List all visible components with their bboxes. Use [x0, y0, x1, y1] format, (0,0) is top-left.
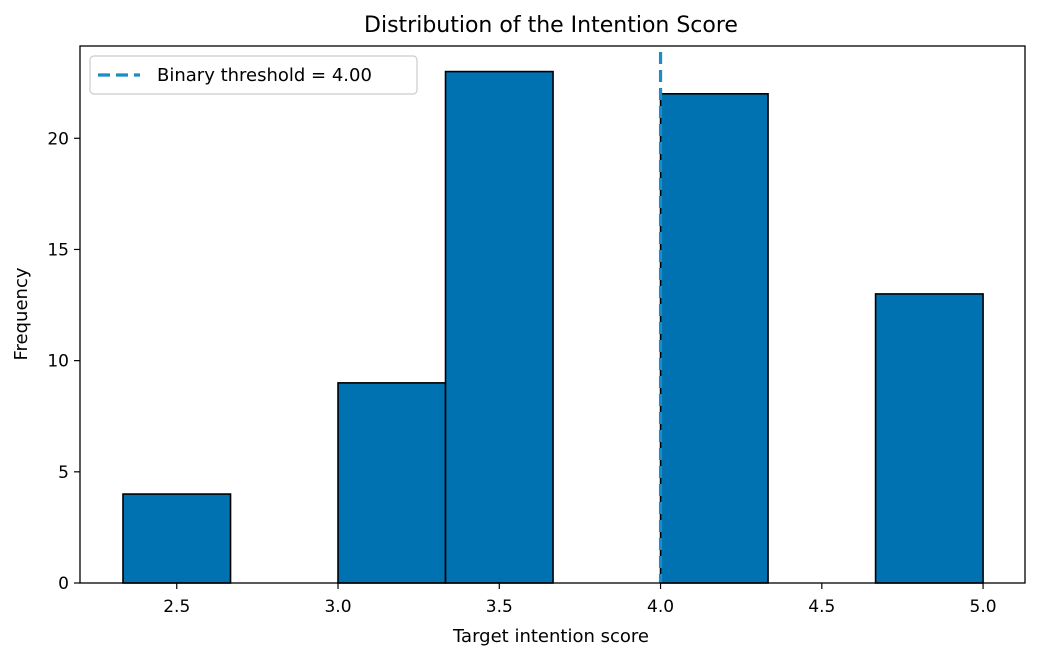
legend-box: [89, 55, 418, 95]
histogram-bar-0: [122, 493, 232, 584]
x-tick-label: 3.5: [486, 597, 513, 617]
y-tick-label: 20: [47, 129, 69, 149]
y-axis-ticks: 0 5 10 15 20: [47, 129, 80, 594]
histogram-bar-2: [337, 382, 447, 584]
x-tick-label: 3.0: [324, 597, 351, 617]
plot-frame: [79, 45, 1026, 584]
x-tick-label: 4.0: [647, 597, 674, 617]
y-tick-label: 10: [47, 352, 69, 372]
x-axis-ticks: 2.5 3.0 3.5 4.0 4.5 5.0: [163, 583, 997, 617]
x-tick-label: 2.5: [163, 597, 190, 617]
x-tick-label: 4.5: [808, 597, 835, 617]
y-axis-label: Frequency: [11, 267, 32, 360]
x-tick-label: 5.0: [970, 597, 997, 617]
bars-layer: [122, 70, 984, 584]
histogram-bar-5: [659, 93, 769, 584]
y-tick-label: 15: [47, 240, 69, 260]
chart-title: Distribution of the Intention Score: [364, 13, 738, 38]
legend-threshold-label: Binary threshold = 4.00: [157, 65, 372, 86]
y-tick-label: 5: [58, 463, 69, 483]
legend: Binary threshold = 4.00: [89, 55, 418, 95]
histogram-bar-3: [444, 70, 554, 584]
y-tick-label: 0: [58, 574, 69, 594]
histogram-bar-7: [874, 293, 984, 584]
x-axis-label: Target intention score: [452, 626, 649, 647]
